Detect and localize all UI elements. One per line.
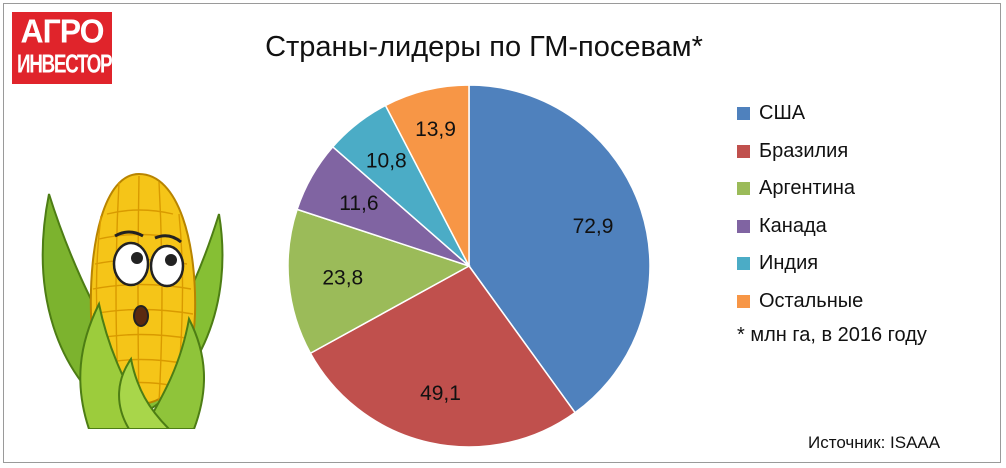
pie-chart: 72,9 49,1 23,8 11,6 10,8 13,9: [287, 84, 651, 448]
legend-swatch: [737, 182, 750, 195]
chart-title: Страны-лидеры по ГМ-посевам*: [265, 31, 703, 63]
slice-value-label-other: 13,9: [415, 118, 456, 141]
logo-line2: ИНВЕСТОР: [17, 50, 113, 79]
source-credit: Источник: ISAAA: [808, 433, 941, 452]
legend-label: Канада: [759, 214, 827, 237]
slice-value-label-india: 10,8: [366, 150, 407, 173]
agroinvestor-logo: АГРО ИНВЕСТОР: [12, 12, 113, 84]
units-note: * млн га, в 2016 году: [737, 324, 927, 346]
logo-line1: АГРО: [20, 12, 104, 50]
pie-slice-argentina: [287, 208, 471, 355]
chart-frame: АГРО ИНВЕСТОР Страны-лидеры по ГМ-посева…: [3, 3, 1001, 463]
pie-slice-brazil: [309, 265, 577, 448]
pie-slice-usa: [468, 84, 651, 414]
legend-label: Аргентина: [759, 177, 855, 199]
legend-swatch: [737, 294, 750, 308]
pie-slice-other: [384, 84, 470, 267]
slice-value-label-brazil: 49,1: [420, 382, 461, 405]
slice-value-label-canada: 11,6: [339, 192, 378, 215]
legend-swatch: [737, 107, 750, 120]
slice-value-label-argentina: 23,8: [322, 267, 363, 290]
legend-swatch: [737, 144, 750, 158]
legend-label: Бразилия: [759, 139, 849, 162]
legend-label: Остальные: [759, 289, 864, 312]
slice-value-label-usa: 72,9: [573, 215, 614, 238]
legend-label: США: [759, 102, 806, 124]
legend-label: Индия: [759, 252, 819, 274]
legend-swatch: [737, 257, 750, 270]
legend-swatch: [737, 219, 750, 233]
corn-mascot-illustration: [41, 172, 224, 429]
